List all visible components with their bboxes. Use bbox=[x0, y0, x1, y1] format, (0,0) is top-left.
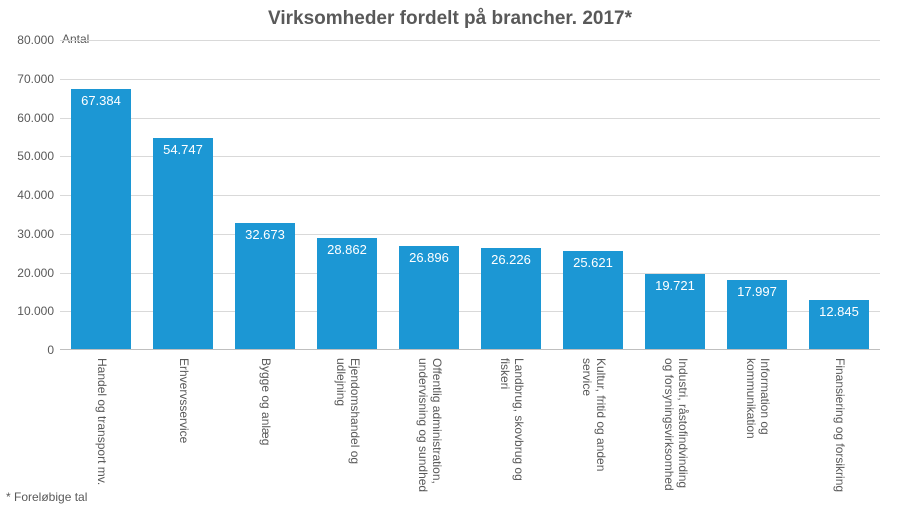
x-tick-label: Bygge og anlæg bbox=[258, 358, 272, 445]
bar-value-label: 17.997 bbox=[737, 284, 777, 299]
bar-value-label: 19.721 bbox=[655, 278, 695, 293]
x-axis-labels: Handel og transport mv. Erhvervsservice By… bbox=[60, 354, 880, 494]
y-tick-label: 70.000 bbox=[17, 72, 60, 86]
x-tick-label: Erhvervsservice bbox=[176, 358, 190, 443]
bar: 26.226 bbox=[481, 248, 540, 350]
x-tick-label: Ejendomshandel ogudlejning bbox=[333, 358, 361, 498]
bar: 19.721 bbox=[645, 274, 704, 350]
bars-container: 67.384 54.747 32.673 28.862 26.896 26.226 25.6… bbox=[60, 40, 880, 350]
plot-area: 67.384 54.747 32.673 28.862 26.896 26.226 25.6… bbox=[60, 40, 880, 350]
x-tick-label: Offentlig administration,undervisning og… bbox=[415, 358, 443, 498]
y-tick-label: 50.000 bbox=[17, 149, 60, 163]
x-tick-label: Information ogkommunikation bbox=[743, 358, 771, 498]
bar-value-label: 12.845 bbox=[819, 304, 859, 319]
y-tick-label: 80.000 bbox=[17, 33, 60, 47]
y-tick-label: 40.000 bbox=[17, 188, 60, 202]
chart-title: Virksomheder fordelt på brancher. 2017* bbox=[0, 0, 900, 30]
x-tick-label: Kultur, fritid og andenservice bbox=[579, 358, 607, 498]
bar-value-label: 54.747 bbox=[163, 142, 203, 157]
y-tick-label: 60.000 bbox=[17, 111, 60, 125]
bar-value-label: 67.384 bbox=[81, 93, 121, 108]
footnote: * Foreløbige tal bbox=[6, 490, 87, 504]
bar: 32.673 bbox=[235, 223, 294, 350]
bar-value-label: 28.862 bbox=[327, 242, 367, 257]
bar: 26.896 bbox=[399, 246, 458, 350]
bar: 54.747 bbox=[153, 138, 212, 350]
bar: 28.862 bbox=[317, 238, 376, 350]
bar-value-label: 32.673 bbox=[245, 227, 285, 242]
bar-value-label: 26.226 bbox=[491, 252, 531, 267]
x-axis-line bbox=[60, 349, 880, 350]
bar: 25.621 bbox=[563, 251, 622, 350]
y-tick-label: 20.000 bbox=[17, 266, 60, 280]
x-tick-label: Landbrug, skovbrug ogfiskeri bbox=[497, 358, 525, 498]
x-tick-label: Industri, råstofindvindingog forsyningsv… bbox=[661, 358, 689, 498]
bar: 12.845 bbox=[809, 300, 868, 350]
bar: 67.384 bbox=[71, 89, 130, 350]
y-tick-label: 30.000 bbox=[17, 227, 60, 241]
bar-value-label: 26.896 bbox=[409, 250, 449, 265]
x-tick-label: Finansiering og forsikring bbox=[832, 358, 846, 492]
bar: 17.997 bbox=[727, 280, 786, 350]
x-tick-label: Handel og transport mv. bbox=[94, 358, 108, 485]
y-tick-label: 10.000 bbox=[17, 304, 60, 318]
bar-value-label: 25.621 bbox=[573, 255, 613, 270]
y-tick-label: 0 bbox=[47, 343, 60, 357]
